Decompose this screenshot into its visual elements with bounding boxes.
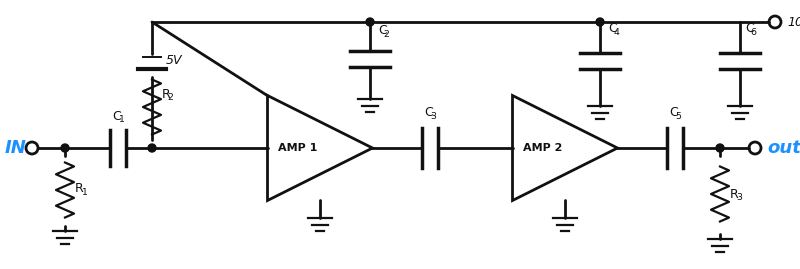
Text: R: R	[75, 182, 84, 196]
Text: R: R	[730, 187, 738, 200]
Text: AMP 2: AMP 2	[523, 143, 562, 153]
Text: AMP 1: AMP 1	[278, 143, 318, 153]
Circle shape	[716, 144, 724, 152]
Text: 2: 2	[168, 93, 174, 102]
Text: 10V: 10V	[787, 16, 800, 29]
Text: C: C	[112, 109, 121, 122]
Text: 4: 4	[614, 28, 620, 37]
Text: C: C	[669, 107, 678, 119]
Circle shape	[148, 144, 156, 152]
Text: IN: IN	[5, 139, 27, 157]
Circle shape	[366, 18, 374, 26]
Text: C: C	[424, 107, 433, 119]
Text: 3: 3	[736, 193, 742, 202]
Text: 6: 6	[751, 28, 757, 37]
Text: 1: 1	[81, 188, 86, 197]
Text: R: R	[162, 87, 170, 101]
Text: C: C	[745, 23, 754, 36]
Text: 3: 3	[430, 112, 436, 121]
Circle shape	[596, 18, 604, 26]
Text: C: C	[378, 24, 386, 37]
Text: out: out	[767, 139, 800, 157]
Text: 2: 2	[384, 30, 390, 39]
Circle shape	[61, 144, 69, 152]
Text: 5: 5	[675, 112, 681, 121]
Text: 5V: 5V	[166, 55, 182, 68]
Text: 1: 1	[118, 115, 124, 124]
Text: C: C	[608, 23, 617, 36]
